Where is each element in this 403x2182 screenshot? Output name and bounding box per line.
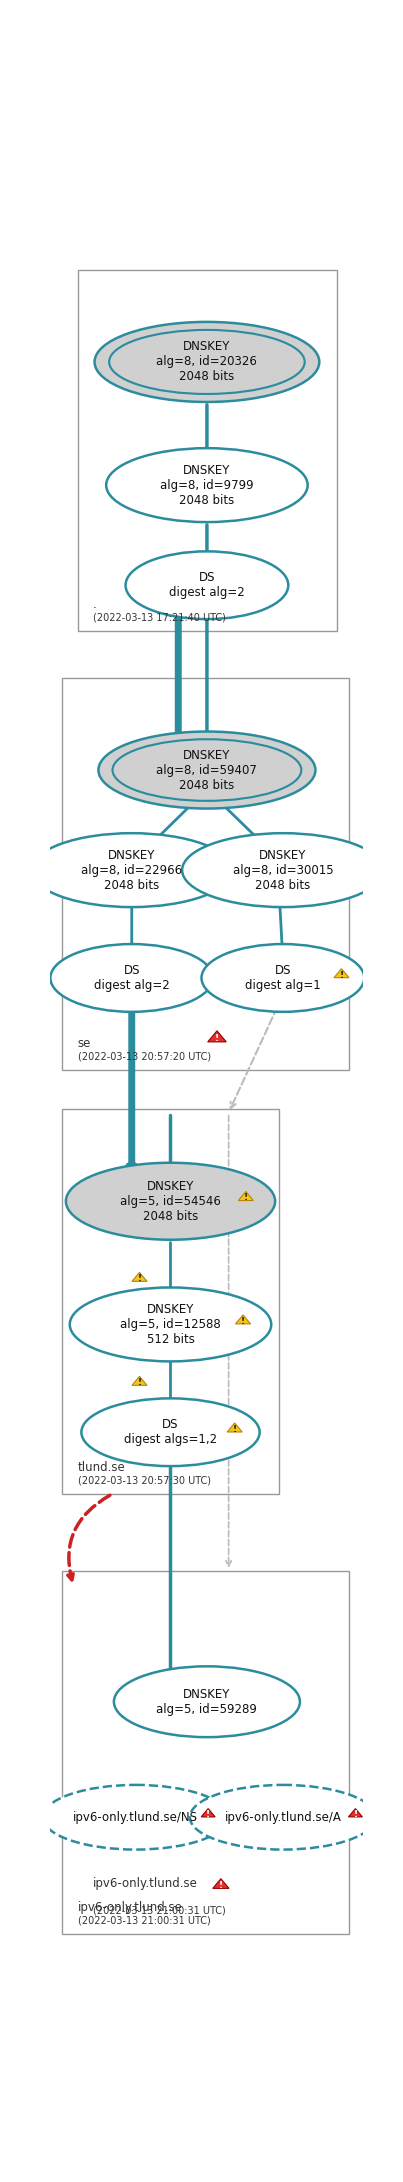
Text: DS
digest alg=2: DS digest alg=2 [94,964,170,993]
Bar [62,1108,279,1495]
Polygon shape [213,1879,229,1887]
Text: DS
digest algs=1,2: DS digest algs=1,2 [124,1418,217,1447]
Polygon shape [208,1030,226,1041]
Text: ipv6-only.tlund.se/NS: ipv6-only.tlund.se/NS [73,1811,198,1824]
Polygon shape [201,1809,215,1818]
Text: !: ! [339,971,343,980]
Text: (2022-03-13 20:57:20 UTC): (2022-03-13 20:57:20 UTC) [77,1052,211,1063]
Ellipse shape [98,731,316,810]
Ellipse shape [95,323,319,401]
Text: (2022-03-13 21:00:31 UTC): (2022-03-13 21:00:31 UTC) [93,1905,226,1916]
Bar [62,679,349,1071]
Text: !: ! [137,1379,141,1388]
Text: (2022-03-13 21:00:31 UTC): (2022-03-13 21:00:31 UTC) [77,1916,210,1925]
Text: !: ! [241,1316,245,1327]
Polygon shape [132,1272,147,1281]
Ellipse shape [81,1399,260,1466]
Ellipse shape [70,1287,271,1362]
Text: .: . [93,598,97,611]
Text: !: ! [219,1881,223,1890]
Ellipse shape [114,1667,300,1737]
Polygon shape [227,1423,242,1431]
Ellipse shape [31,834,233,908]
Text: !: ! [215,1034,219,1043]
Text: !: ! [244,1194,248,1202]
Ellipse shape [66,1163,275,1239]
Text: DS
digest alg=1: DS digest alg=1 [245,964,321,993]
Text: se: se [77,1036,91,1050]
Text: DNSKEY
alg=5, id=54546
2048 bits: DNSKEY alg=5, id=54546 2048 bits [120,1180,221,1222]
Text: DNSKEY
alg=8, id=9799
2048 bits: DNSKEY alg=8, id=9799 2048 bits [160,463,254,506]
Polygon shape [132,1377,147,1386]
Text: DNSKEY
alg=5, id=12588
512 bits: DNSKEY alg=5, id=12588 512 bits [120,1303,221,1346]
Ellipse shape [43,1785,229,1850]
FancyArrowPatch shape [291,755,304,783]
Text: ipv6-only.tlund.se: ipv6-only.tlund.se [93,1877,198,1890]
Bar [77,271,337,631]
Ellipse shape [182,834,384,908]
Text: ipv6-only.tlund.se/A: ipv6-only.tlund.se/A [224,1811,341,1824]
Text: DNSKEY
alg=8, id=22966
2048 bits: DNSKEY alg=8, id=22966 2048 bits [81,849,182,892]
FancyArrowPatch shape [294,347,308,375]
Text: DNSKEY
alg=8, id=20326
2048 bits: DNSKEY alg=8, id=20326 2048 bits [156,340,258,384]
FancyArrowPatch shape [251,1187,265,1213]
Text: !: ! [233,1425,237,1434]
Polygon shape [349,1809,362,1818]
Text: !: ! [206,1809,210,1820]
Polygon shape [334,969,349,978]
Ellipse shape [50,945,213,1012]
Ellipse shape [202,945,364,1012]
Polygon shape [235,1316,251,1324]
Bar [62,1571,349,1933]
Ellipse shape [106,447,307,521]
Text: ipv6-only.tlund.se: ipv6-only.tlund.se [77,1901,183,1914]
Text: !: ! [353,1809,357,1820]
Text: !: ! [137,1274,141,1283]
Ellipse shape [190,1785,376,1850]
Text: tlund.se: tlund.se [77,1460,125,1473]
Text: (2022-03-13 20:57:30 UTC): (2022-03-13 20:57:30 UTC) [77,1475,210,1486]
Polygon shape [238,1191,253,1200]
Text: DS
digest alg=2: DS digest alg=2 [169,572,245,600]
Text: DNSKEY
alg=8, id=30015
2048 bits: DNSKEY alg=8, id=30015 2048 bits [233,849,333,892]
Text: (2022-03-13 17:21:40 UTC): (2022-03-13 17:21:40 UTC) [93,613,226,622]
Ellipse shape [126,552,288,620]
Text: DNSKEY
alg=5, id=59289: DNSKEY alg=5, id=59289 [156,1687,258,1715]
Text: DNSKEY
alg=8, id=59407
2048 bits: DNSKEY alg=8, id=59407 2048 bits [156,748,258,792]
